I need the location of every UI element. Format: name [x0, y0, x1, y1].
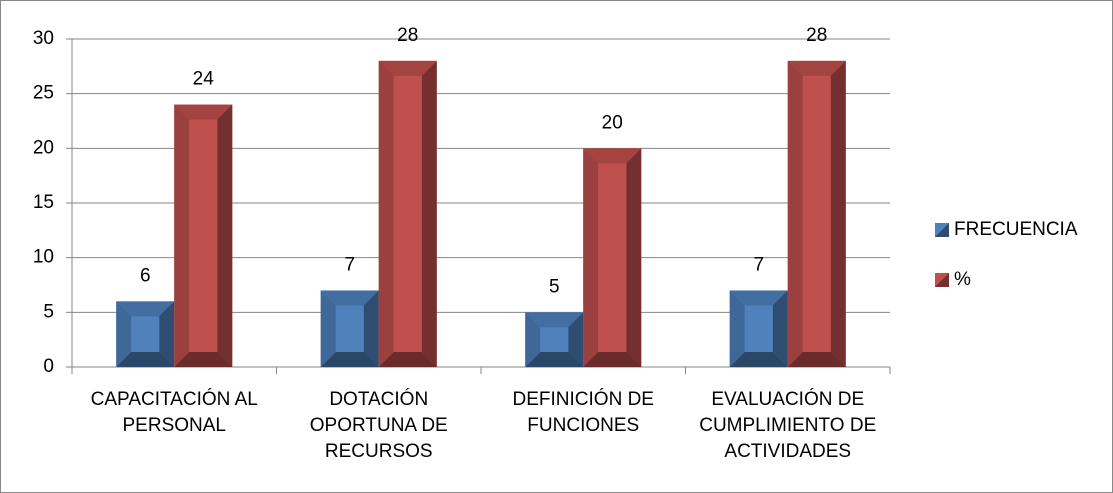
bar-bevel [729, 290, 788, 306]
legend-swatch-shade [935, 273, 949, 287]
data-label: 20 [602, 112, 623, 133]
bar-bevel [116, 301, 175, 317]
y-tick-label: 20 [33, 137, 54, 158]
y-tick-label: 15 [33, 192, 54, 213]
bar-bevel [378, 352, 437, 367]
bar-face [540, 327, 569, 352]
bar-bevel [583, 148, 642, 164]
legend-label: % [954, 269, 971, 290]
bar-bevel [729, 290, 745, 367]
y-tick-label: 25 [33, 83, 54, 104]
bar-bevel [320, 290, 379, 306]
legend-swatch-shade [935, 223, 949, 237]
bar-bevel [525, 312, 584, 328]
bar-bevel [787, 352, 846, 367]
bar-bevel [772, 290, 788, 367]
x-tick-label: EVALUACIÓN DE CUMPLIMIENTO DE ACTIVIDADE… [699, 389, 877, 462]
y-tick-label: 10 [33, 247, 54, 268]
bar-bevel [320, 290, 336, 367]
y-tick-label: 30 [33, 28, 54, 49]
bar-bevel [378, 60, 394, 367]
bar-bevel [787, 60, 803, 367]
bar-bevel [787, 60, 846, 76]
bar-bevel [174, 104, 233, 120]
bar-bevel [568, 312, 584, 367]
data-label: 28 [397, 25, 418, 46]
bar-bevel [116, 352, 175, 367]
bar-bevel [378, 60, 437, 76]
bar-bevel [159, 301, 175, 367]
bar-bevel [421, 60, 437, 367]
bar-bevel [525, 312, 541, 367]
x-tick-label: DOTACIÓN OPORTUNA DE RECURSOS [309, 389, 448, 462]
bar-bevel [217, 104, 233, 367]
x-tick-label: DEFINICIÓN DE FUNCIONES [512, 389, 654, 436]
bar-bevel [830, 60, 846, 367]
y-tick-label: 5 [43, 301, 54, 322]
bar-bevel [320, 352, 379, 367]
data-label: 5 [549, 276, 560, 297]
bar-bevel [583, 352, 642, 367]
bar-bevel [116, 301, 132, 367]
data-label: 7 [344, 254, 355, 275]
bar-bevel [583, 148, 599, 367]
bar-face [335, 305, 364, 352]
bar-bevel [729, 352, 788, 367]
x-tick-label: CAPACITACIÓN AL PERSONAL [90, 389, 258, 436]
data-label: 6 [140, 265, 151, 286]
bar-face [189, 119, 218, 352]
bar-face [802, 75, 831, 352]
bar-bevel [626, 148, 642, 367]
legend-label: FRECUENCIA [954, 219, 1078, 240]
bar-bevel [174, 352, 233, 367]
bar-face [598, 163, 627, 352]
bar-bevel [174, 104, 190, 367]
data-label: 24 [193, 69, 215, 90]
bar-face [131, 316, 160, 352]
bar-bevel [525, 352, 584, 367]
bar-face [744, 305, 773, 352]
bar-face [393, 75, 422, 352]
bar-bevel [363, 290, 379, 367]
y-tick-label: 0 [43, 356, 54, 377]
data-label: 7 [753, 254, 764, 275]
data-label: 28 [806, 25, 827, 46]
